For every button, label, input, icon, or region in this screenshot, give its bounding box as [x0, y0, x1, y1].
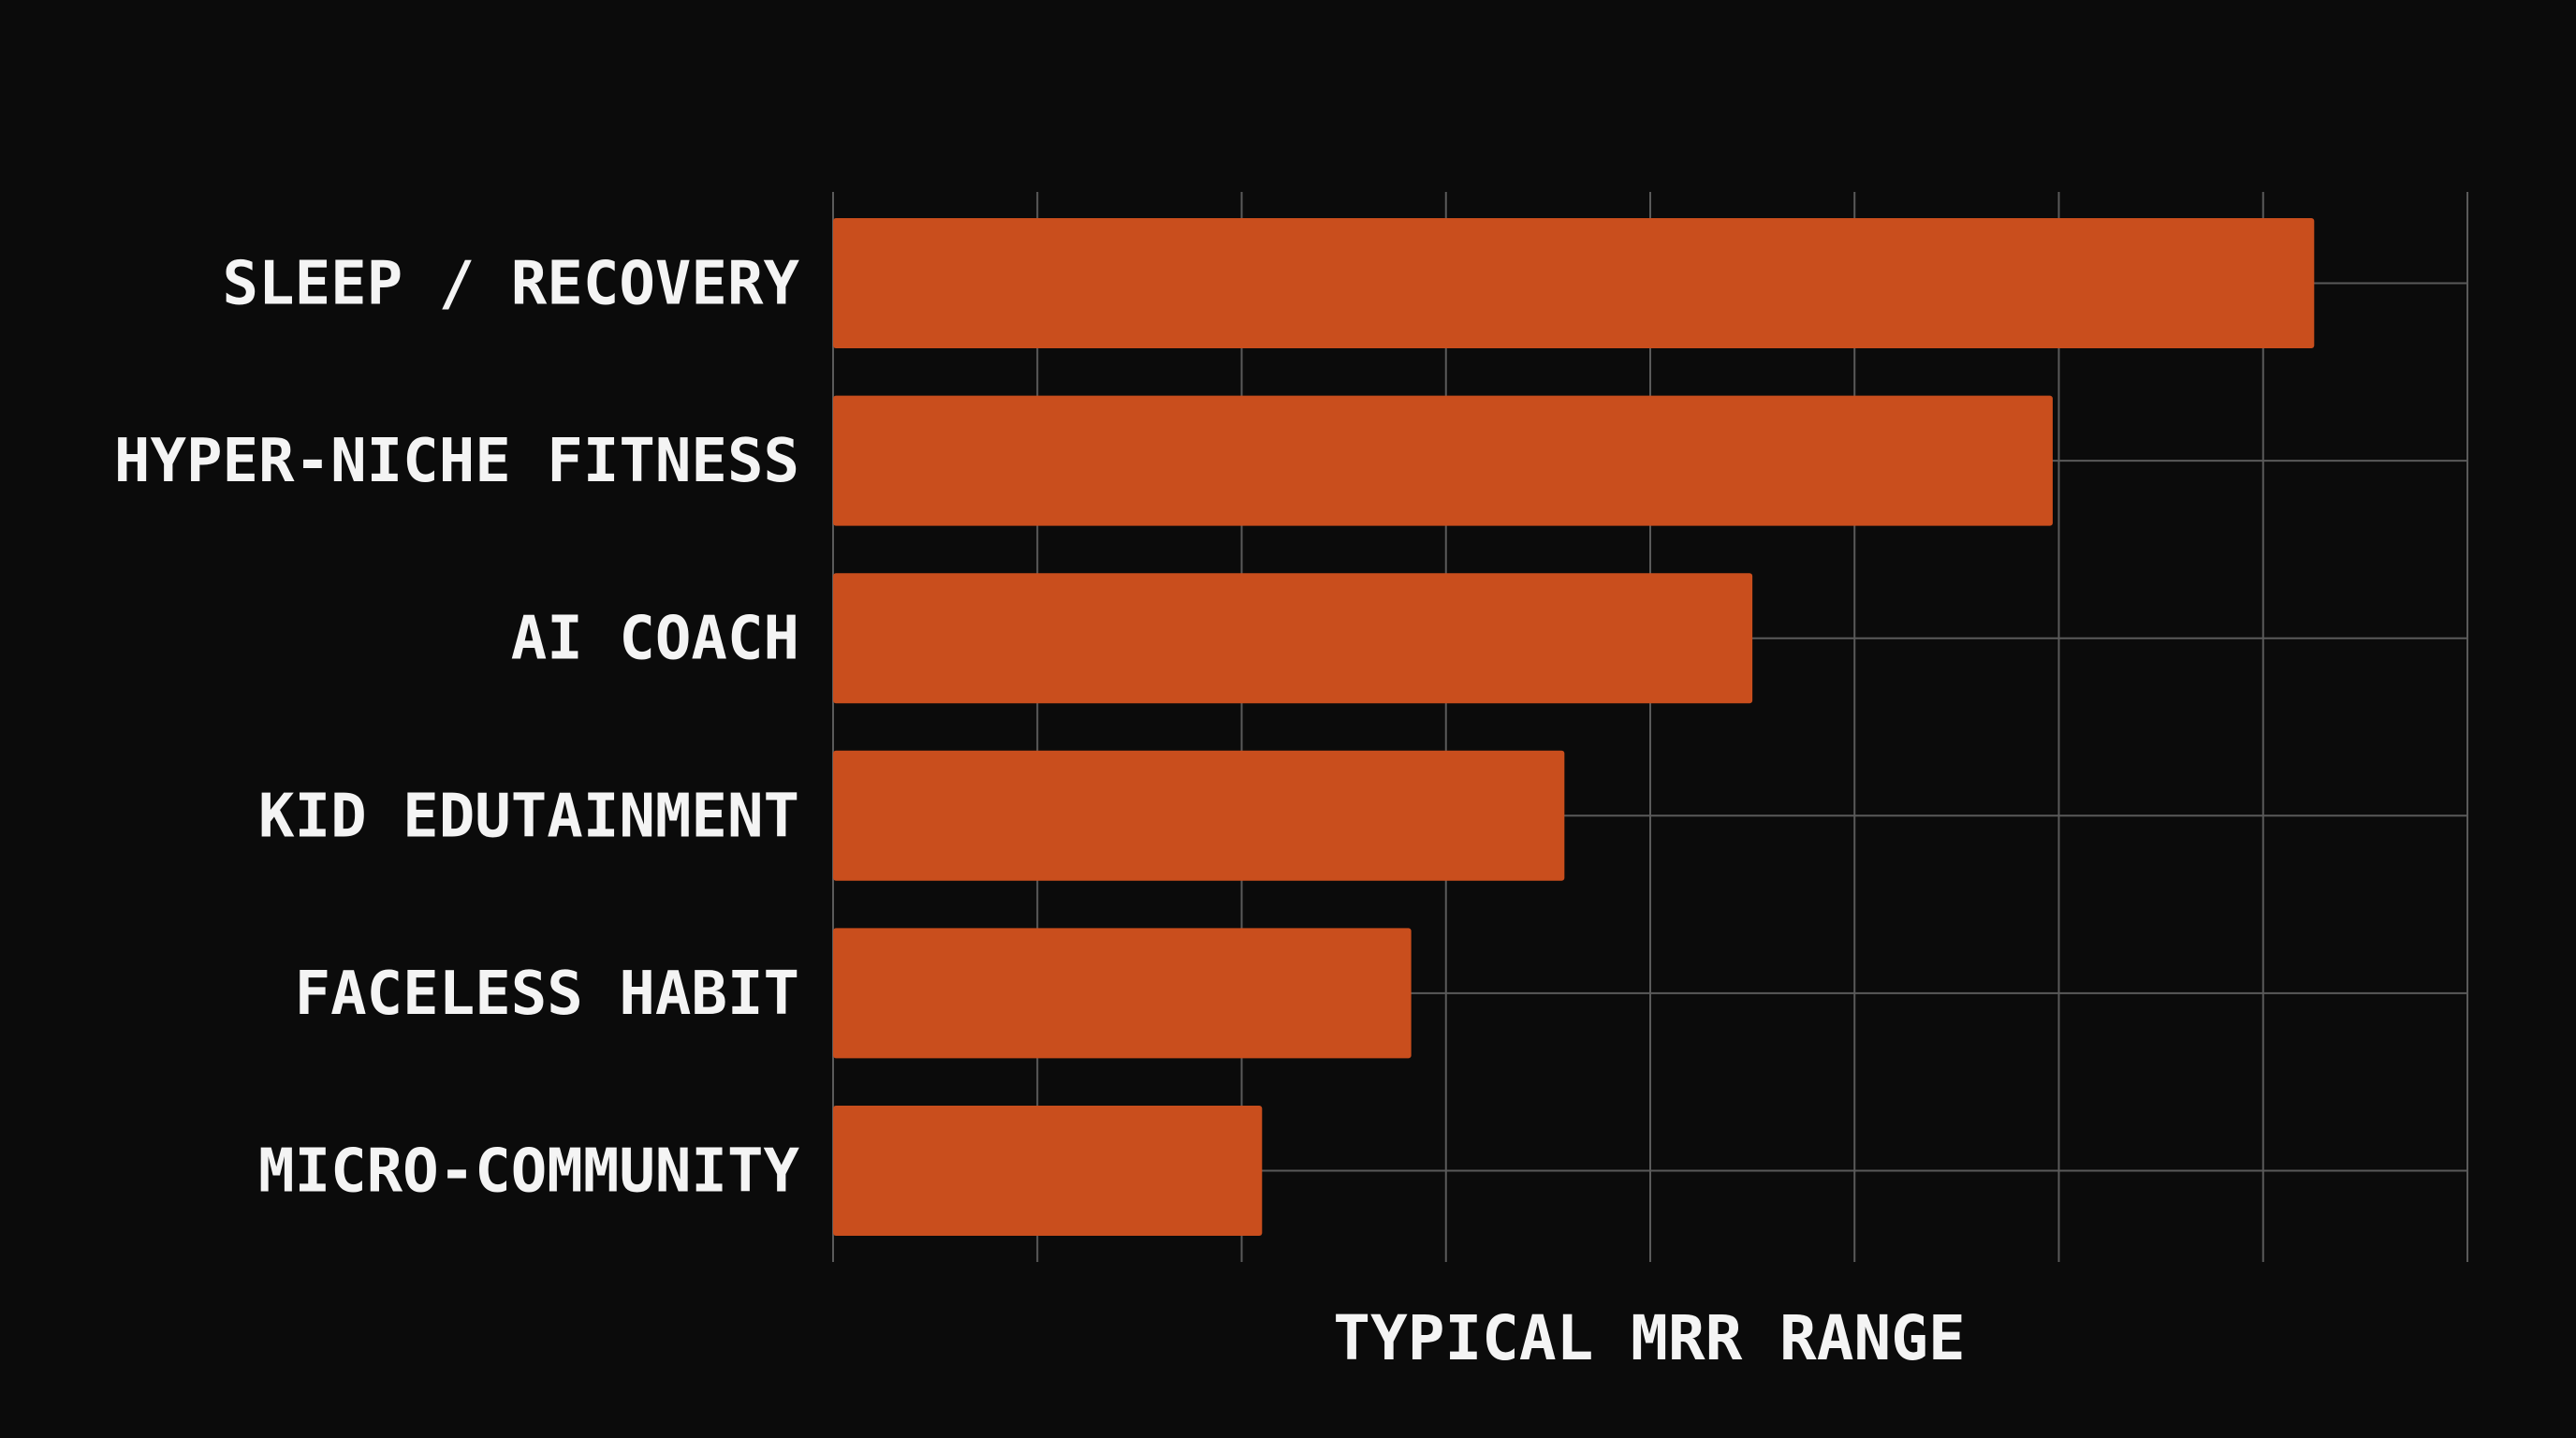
- category-label: FACELESS HABIT: [295, 960, 799, 1029]
- x-axis-title: TYPICAL MRR RANGE: [1333, 1302, 1966, 1374]
- category-label: AI COACH: [511, 605, 799, 674]
- bar-micro-community: [833, 1106, 1263, 1236]
- category-label: MICRO-COMMUNITY: [258, 1137, 799, 1207]
- category-label: SLEEP / RECOVERY: [223, 250, 800, 319]
- grid: [832, 192, 2468, 1262]
- bar-hyper-niche-fitness: [833, 395, 2053, 526]
- bars: [833, 218, 2315, 1236]
- category-label: HYPER-NICHE FITNESS: [114, 427, 799, 496]
- bar-ai-coach: [833, 573, 1753, 704]
- bar-kid-edutainment: [833, 750, 1565, 881]
- bar-faceless-habit: [833, 928, 1412, 1059]
- category-labels: SLEEP / RECOVERY HYPER-NICHE FITNESS AI CO…: [114, 250, 800, 1207]
- bar-sleep-recovery: [833, 218, 2315, 348]
- category-label: KID EDUTAINMENT: [258, 782, 799, 851]
